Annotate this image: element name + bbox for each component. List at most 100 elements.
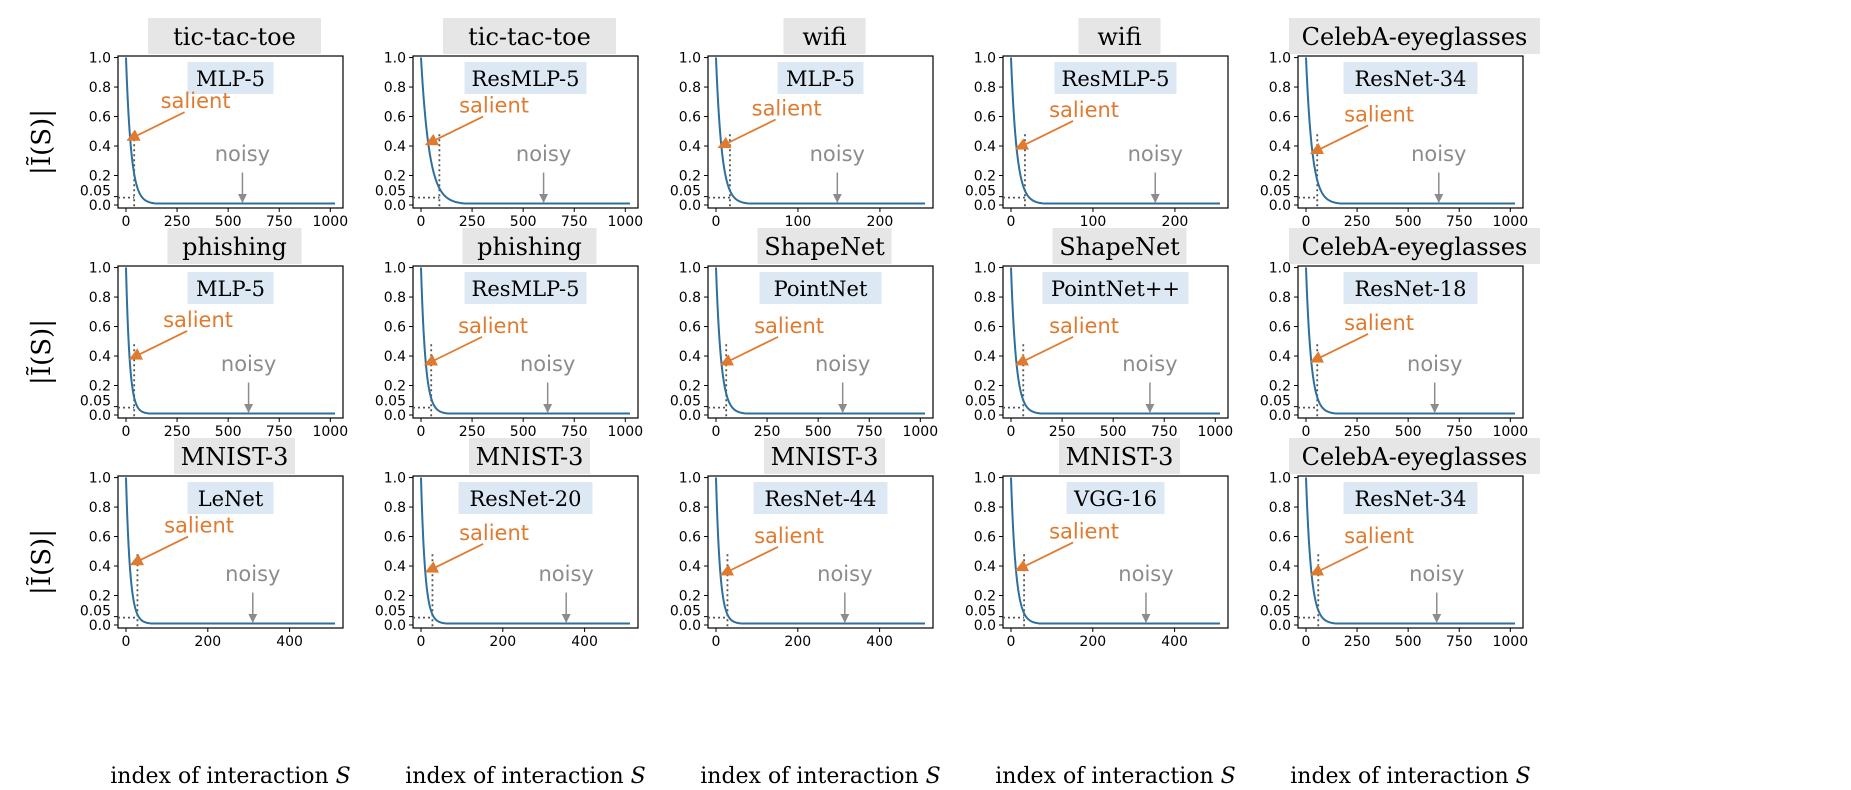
y-tick-label: 0.6 [384,530,406,546]
y-tick-label: 0.2 [1269,169,1291,185]
salient-label: salient [1049,519,1119,543]
x-tick-label: 0 [122,634,131,650]
y-tick-label: 0.4 [384,139,406,155]
y-tick-label: 0.4 [679,559,701,575]
dataset-label-box [757,228,892,264]
x-tick-label: 500 [215,214,242,230]
x-axis-label-var: S [336,764,351,789]
y-tick-label: 0.05 [670,184,701,200]
y-tick-label: 0.4 [1269,349,1291,365]
y-axis-label: |Ĩ(S)| [25,319,57,385]
interaction-curve [125,267,335,415]
y-tick-label: 0.8 [89,500,111,516]
model-label: ResNet-20 [469,487,581,511]
y-tick-label: 0.0 [384,198,406,214]
y-tick-label: 1.0 [974,261,996,277]
noisy-label: noisy [810,142,865,166]
y-tick-label: 0.8 [1269,80,1291,96]
y-tick-label: 0.05 [965,604,996,620]
dataset-label: ShapeNet [1059,233,1180,261]
model-label: VGG-16 [1073,487,1157,511]
salient-label: salient [1049,314,1119,338]
salient-label: salient [459,94,529,118]
y-tick-label: 1.0 [974,471,996,487]
model-label: ResMLP-5 [472,67,580,91]
subplot-1: tic-tac-toe MLP-5 0.00.050.2 0.4 0.6 0.8 1.0 0 2… [80,18,348,230]
salient-label: salient [161,89,231,113]
dataset-label: MNIST-3 [771,443,879,471]
y-tick-label: 0.05 [965,184,996,200]
y-tick-label: 0.4 [974,559,996,575]
dataset-label-box [1289,18,1540,54]
axes-frame [707,265,934,419]
y-tick-label: 1.0 [89,471,111,487]
y-tick-label: 1.0 [89,261,111,277]
y-tick-label: 0.4 [1269,559,1291,575]
salient-arrow [128,330,188,360]
y-tick-label: 0.8 [679,290,701,306]
y-tick-label: 1.0 [1269,471,1291,487]
dataset-label: CelebA-eyeglasses [1302,233,1528,261]
noisy-label: noisy [221,352,276,376]
model-label-box [187,62,274,94]
salient-arrow [129,535,189,566]
model-label: ResNet-18 [1354,277,1466,301]
salient-arrow [1014,120,1074,150]
model-label: ResNet-44 [764,487,876,511]
dataset-label: tic-tac-toe [173,23,296,51]
noisy-label: noisy [225,562,280,586]
x-axis-label-text: index of interaction [995,764,1220,789]
x-axis-label: index of interaction S [1290,764,1530,789]
y-tick-label: 0.05 [1260,394,1291,410]
y-tick-label: 0.8 [974,500,996,516]
subplot-7: phishing ResMLP-5 0.00.050.2 0.4 0.6 0.8 1.0 0 2… [375,228,643,440]
x-axis-label-var: S [1516,764,1531,789]
salient-arrow [1309,546,1369,576]
interaction-curve [1305,57,1515,205]
model-label-box [1343,482,1478,514]
axes-frame [1002,475,1229,629]
x-tick-label: 0 [417,634,426,650]
salient-arrow [717,118,777,149]
salient-arrow [1309,124,1369,155]
y-tick-label: 0.2 [89,589,111,605]
y-tick-label: 0.4 [89,349,111,365]
model-label-box [1343,272,1478,304]
x-tick-label: 100 [1080,214,1107,230]
axes-frame [412,265,639,419]
x-tick-label: 250 [754,424,781,440]
dataset-label: phishing [477,233,582,261]
y-tick-label: 0.05 [965,394,996,410]
salient-arrow [424,115,484,146]
y-tick-label: 0.6 [89,320,111,336]
y-tick-label: 0.8 [384,80,406,96]
model-label: MLP-5 [786,67,855,91]
x-tick-label: 500 [1100,424,1127,440]
salient-arrow [719,546,779,576]
y-tick-label: 0.4 [384,559,406,575]
y-tick-label: 0.05 [1260,184,1291,200]
y-tick-label: 0.6 [1269,530,1291,546]
model-label-box [759,272,882,304]
dataset-label: MNIST-3 [181,443,289,471]
x-tick-label: 750 [561,424,588,440]
dataset-label: wifi [802,23,846,51]
x-axis-label-text: index of interaction [405,764,630,789]
noisy-label: noisy [539,562,594,586]
y-tick-label: 0.4 [1269,139,1291,155]
x-tick-label: 400 [1161,634,1188,650]
x-axis-label-var: S [631,764,646,789]
model-label-box [753,482,888,514]
dataset-label: CelebA-eyeglasses [1302,443,1528,471]
y-tick-label: 0.0 [974,408,996,424]
x-tick-label: 0 [1007,214,1016,230]
y-tick-label: 0.6 [679,320,701,336]
x-tick-label: 250 [164,424,191,440]
y-tick-label: 0.2 [384,589,406,605]
y-tick-label: 0.05 [375,394,406,410]
y-tick-label: 0.0 [974,198,996,214]
subplot-3: wifi MLP-5 0.00.050.2 0.4 0.6 0.8 1.0 0 100 200 sa… [670,18,934,230]
y-tick-label: 0.05 [670,394,701,410]
y-tick-label: 0.8 [1269,500,1291,516]
model-label: PointNet++ [1051,277,1180,301]
